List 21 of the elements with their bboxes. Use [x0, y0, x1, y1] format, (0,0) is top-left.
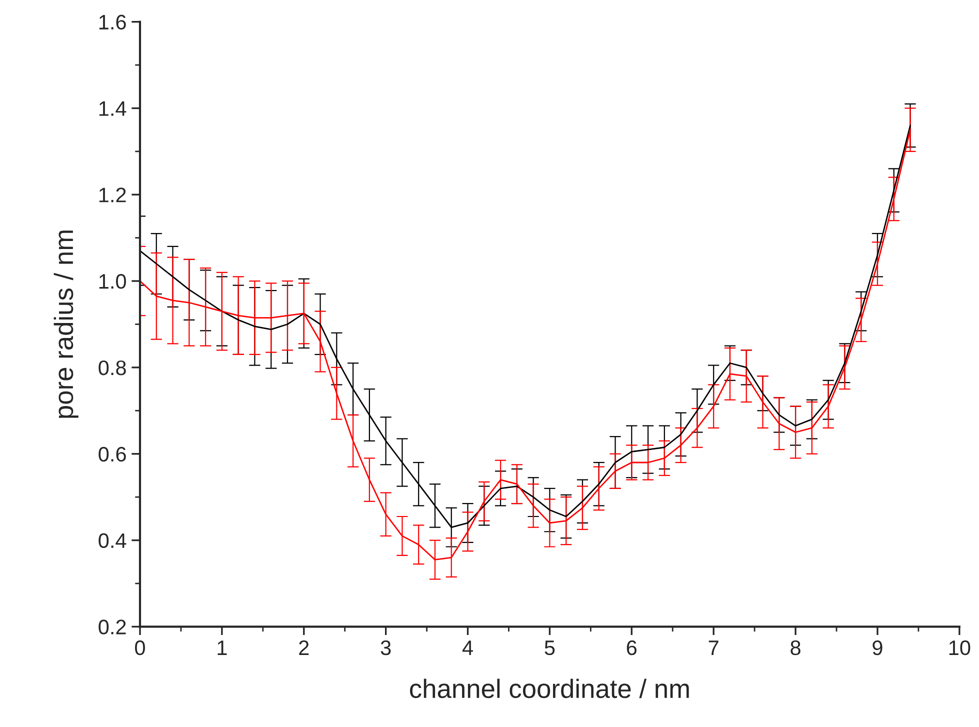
x-tick-label: 5	[544, 640, 555, 656]
y-tick-label: 1.4	[99, 101, 126, 116]
y-tick-label: 0.4	[98, 533, 126, 548]
x-tick-label: 10	[949, 640, 970, 656]
y-tick-label: 0.8	[98, 360, 126, 376]
x-tick-label: 1	[218, 640, 227, 655]
y-tick-label: 0.6	[98, 446, 126, 462]
x-tick-label: 6	[626, 640, 637, 656]
x-tick-label: 9	[872, 640, 882, 656]
x-tick-label: 7	[708, 640, 718, 655]
y-tick-label: 1.0	[99, 274, 126, 289]
y-tick-label: 1.6	[99, 14, 126, 30]
y-axis-title: pore radius / nm	[54, 230, 78, 418]
x-tick-label: 3	[380, 640, 391, 656]
y-tick-label: 1.2	[99, 188, 126, 202]
x-tick-label: 2	[299, 640, 309, 655]
x-tick-label: 8	[790, 640, 800, 656]
x-tick-label: 4	[462, 640, 473, 655]
y-tick-label: 0.2	[98, 620, 126, 634]
x-axis-title: channel coordinate / nm	[410, 678, 689, 698]
x-tick-label: 0	[135, 640, 145, 656]
